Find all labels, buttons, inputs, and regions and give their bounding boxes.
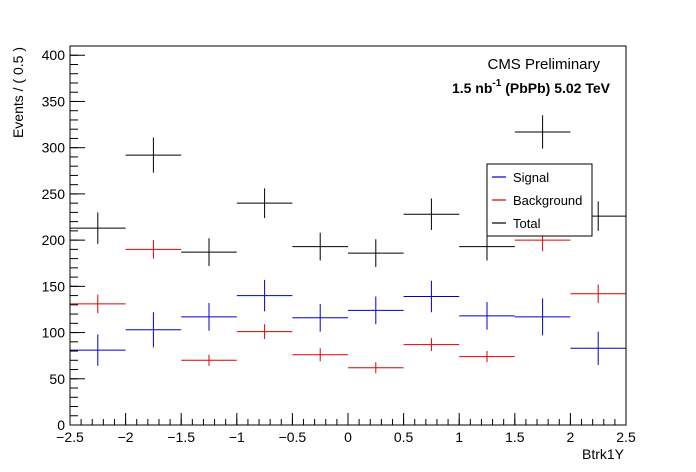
y-tick-label: 400 [42, 47, 66, 63]
legend-entries: Signal Background Total [492, 170, 582, 231]
x-tick-label: −0.5 [279, 429, 307, 445]
data-point [570, 331, 626, 365]
series-signal [70, 279, 626, 366]
x-tick-label: 0 [344, 429, 352, 445]
x-tick-label: 2.5 [616, 429, 636, 445]
y-tick-label: 100 [42, 325, 66, 341]
data-point [514, 115, 571, 149]
data-point [292, 348, 348, 362]
data-point [514, 298, 571, 336]
x-axis-label: Btrk1Y [582, 446, 625, 462]
chart-title: CMS Preliminary [487, 56, 600, 73]
data-point [570, 284, 626, 303]
series-layer [70, 115, 626, 374]
y-tick-label: 300 [42, 140, 66, 156]
data-point [236, 324, 293, 340]
data-point [459, 302, 515, 330]
y-axis: 0 50 100 150 200 250 300 350 400 [42, 45, 85, 433]
y-tick-label: 50 [49, 371, 65, 387]
x-tick-label: 2 [567, 429, 575, 445]
data-point [403, 280, 460, 313]
data-point [236, 188, 293, 218]
y-tick-label: 250 [42, 186, 66, 202]
chart-subtitle: 1.5 nb-1 (PbPb) 5.02 TeV [452, 78, 611, 96]
subtitle-superscript: -1 [492, 78, 501, 89]
data-point [125, 137, 182, 173]
data-point [181, 238, 237, 267]
y-tick-label: 150 [42, 278, 66, 294]
legend-label: Signal [513, 170, 549, 185]
data-point [70, 294, 126, 314]
x-tick-label: −2.5 [56, 429, 84, 445]
x-tick-label: 1 [455, 429, 463, 445]
data-point [181, 302, 237, 331]
data-point [348, 362, 404, 374]
x-axis: −2.5 −2 −1.5 −1 −0.5 0 0.5 1 1.5 2 2.5 [56, 413, 636, 445]
data-point [125, 240, 182, 259]
data-point [70, 334, 126, 366]
data-point [236, 279, 293, 312]
data-point [181, 354, 237, 366]
data-point [459, 351, 515, 363]
data-point [403, 338, 460, 352]
data-point [459, 232, 515, 261]
legend-label: Background [513, 193, 582, 208]
data-point [403, 198, 460, 230]
y-tick-label: 0 [57, 417, 65, 433]
data-point [292, 303, 348, 332]
x-tick-label: −1.5 [167, 429, 195, 445]
x-tick-label: 1.5 [505, 429, 525, 445]
data-point [125, 312, 182, 348]
legend: Signal Background Total [486, 163, 593, 237]
data-point [292, 232, 348, 261]
y-tick-label: 350 [42, 93, 66, 109]
data-point [348, 239, 404, 267]
data-point [348, 296, 404, 325]
y-tick-label: 200 [42, 232, 66, 248]
data-point [70, 212, 126, 244]
subtitle-prefix: 1.5 nb [452, 80, 492, 96]
subtitle-suffix: (PbPb) 5.02 TeV [501, 80, 610, 96]
x-tick-label: 0.5 [394, 429, 414, 445]
x-tick-label: −1 [229, 429, 245, 445]
y-axis-label: Events / ( 0.5 ) [10, 47, 26, 138]
x-tick-label: −2 [118, 429, 134, 445]
legend-label: Total [513, 216, 541, 231]
